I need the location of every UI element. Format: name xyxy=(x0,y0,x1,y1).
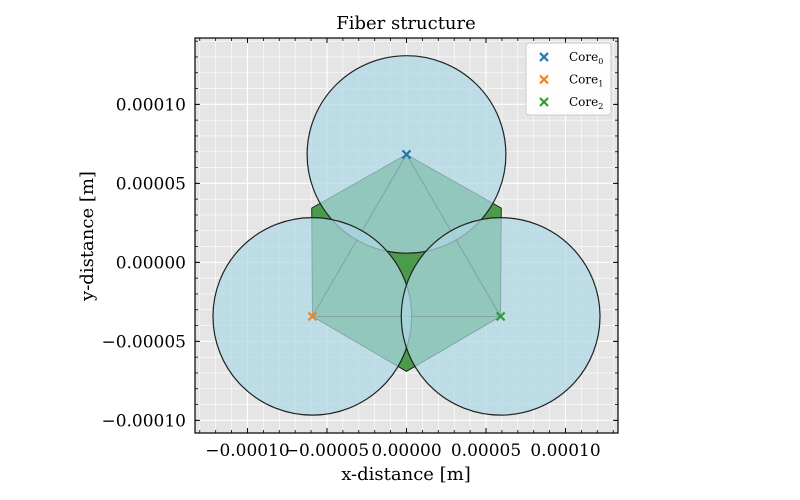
y-tick-label: −0.00005 xyxy=(101,332,186,352)
ticks: −0.00010−0.00005 0.00000 0.00005 0.00010−0.… xyxy=(101,38,618,461)
legend-marker-1 xyxy=(539,74,549,85)
plot-area xyxy=(212,55,601,416)
y-tick-label: −0.00010 xyxy=(101,411,186,431)
y-axis-label: y-distance [m] xyxy=(77,171,98,302)
legend: Core0 Core1 Core2 xyxy=(525,42,612,116)
chart-title: Fiber structure xyxy=(336,13,476,34)
core-marker-2 xyxy=(495,311,506,322)
legend-label-0: Core0 xyxy=(569,50,603,66)
y-tick-label: 0.00000 xyxy=(116,253,186,273)
y-tick-label: 0.00005 xyxy=(116,174,186,194)
x-tick-label: 0.00005 xyxy=(451,441,521,461)
x-tick-label: 0.00010 xyxy=(530,441,600,461)
legend-marker-2 xyxy=(539,97,549,107)
x-tick-label: −0.00010 xyxy=(205,441,290,461)
x-tick-label: 0.00000 xyxy=(371,441,441,461)
legend-label-2: Core2 xyxy=(569,95,603,111)
legend-label-1: Core1 xyxy=(569,73,603,89)
x-tick-label: −0.00005 xyxy=(285,441,370,461)
legend-marker-0 xyxy=(539,52,549,62)
core-marker-0 xyxy=(401,149,412,160)
y-tick-label: 0.00010 xyxy=(116,95,186,115)
core-marker-1 xyxy=(307,311,318,322)
x-axis-label: x-distance [m] xyxy=(341,464,471,485)
